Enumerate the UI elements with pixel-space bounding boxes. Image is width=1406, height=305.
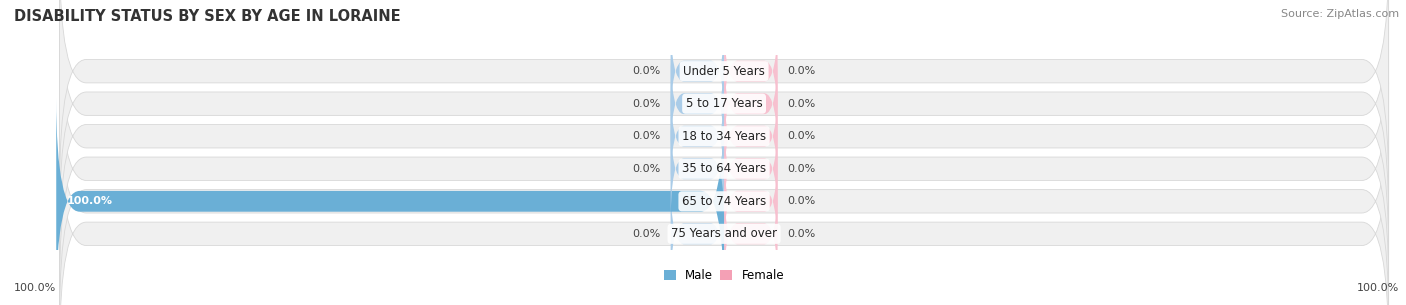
Text: 0.0%: 0.0% — [787, 164, 815, 174]
FancyBboxPatch shape — [56, 98, 724, 305]
FancyBboxPatch shape — [724, 179, 778, 289]
Text: 0.0%: 0.0% — [787, 131, 815, 141]
FancyBboxPatch shape — [671, 81, 724, 191]
Text: 5 to 17 Years: 5 to 17 Years — [686, 97, 762, 110]
Text: 65 to 74 Years: 65 to 74 Years — [682, 195, 766, 208]
FancyBboxPatch shape — [671, 179, 724, 289]
FancyBboxPatch shape — [724, 49, 778, 158]
Text: 0.0%: 0.0% — [633, 229, 661, 239]
FancyBboxPatch shape — [724, 81, 778, 191]
FancyBboxPatch shape — [724, 16, 778, 126]
FancyBboxPatch shape — [59, 0, 1389, 222]
Text: 0.0%: 0.0% — [787, 99, 815, 109]
Text: 0.0%: 0.0% — [633, 99, 661, 109]
Text: 35 to 64 Years: 35 to 64 Years — [682, 162, 766, 175]
FancyBboxPatch shape — [724, 147, 778, 256]
Text: 18 to 34 Years: 18 to 34 Years — [682, 130, 766, 143]
FancyBboxPatch shape — [59, 83, 1389, 305]
Text: 0.0%: 0.0% — [633, 131, 661, 141]
FancyBboxPatch shape — [59, 50, 1389, 287]
Text: Under 5 Years: Under 5 Years — [683, 65, 765, 78]
FancyBboxPatch shape — [59, 18, 1389, 255]
FancyBboxPatch shape — [671, 49, 724, 158]
Text: 0.0%: 0.0% — [787, 196, 815, 206]
Text: 0.0%: 0.0% — [633, 66, 661, 76]
Text: 100.0%: 100.0% — [1357, 283, 1399, 293]
Text: DISABILITY STATUS BY SEX BY AGE IN LORAINE: DISABILITY STATUS BY SEX BY AGE IN LORAI… — [14, 9, 401, 24]
Text: 0.0%: 0.0% — [787, 66, 815, 76]
FancyBboxPatch shape — [59, 0, 1389, 190]
FancyBboxPatch shape — [671, 16, 724, 126]
Text: 0.0%: 0.0% — [633, 164, 661, 174]
Text: 100.0%: 100.0% — [66, 196, 112, 206]
FancyBboxPatch shape — [59, 115, 1389, 305]
FancyBboxPatch shape — [724, 114, 778, 224]
Text: 75 Years and over: 75 Years and over — [671, 227, 778, 240]
Text: 0.0%: 0.0% — [787, 229, 815, 239]
FancyBboxPatch shape — [671, 114, 724, 224]
Text: Source: ZipAtlas.com: Source: ZipAtlas.com — [1281, 9, 1399, 19]
Text: 100.0%: 100.0% — [14, 283, 56, 293]
Legend: Male, Female: Male, Female — [659, 265, 789, 287]
